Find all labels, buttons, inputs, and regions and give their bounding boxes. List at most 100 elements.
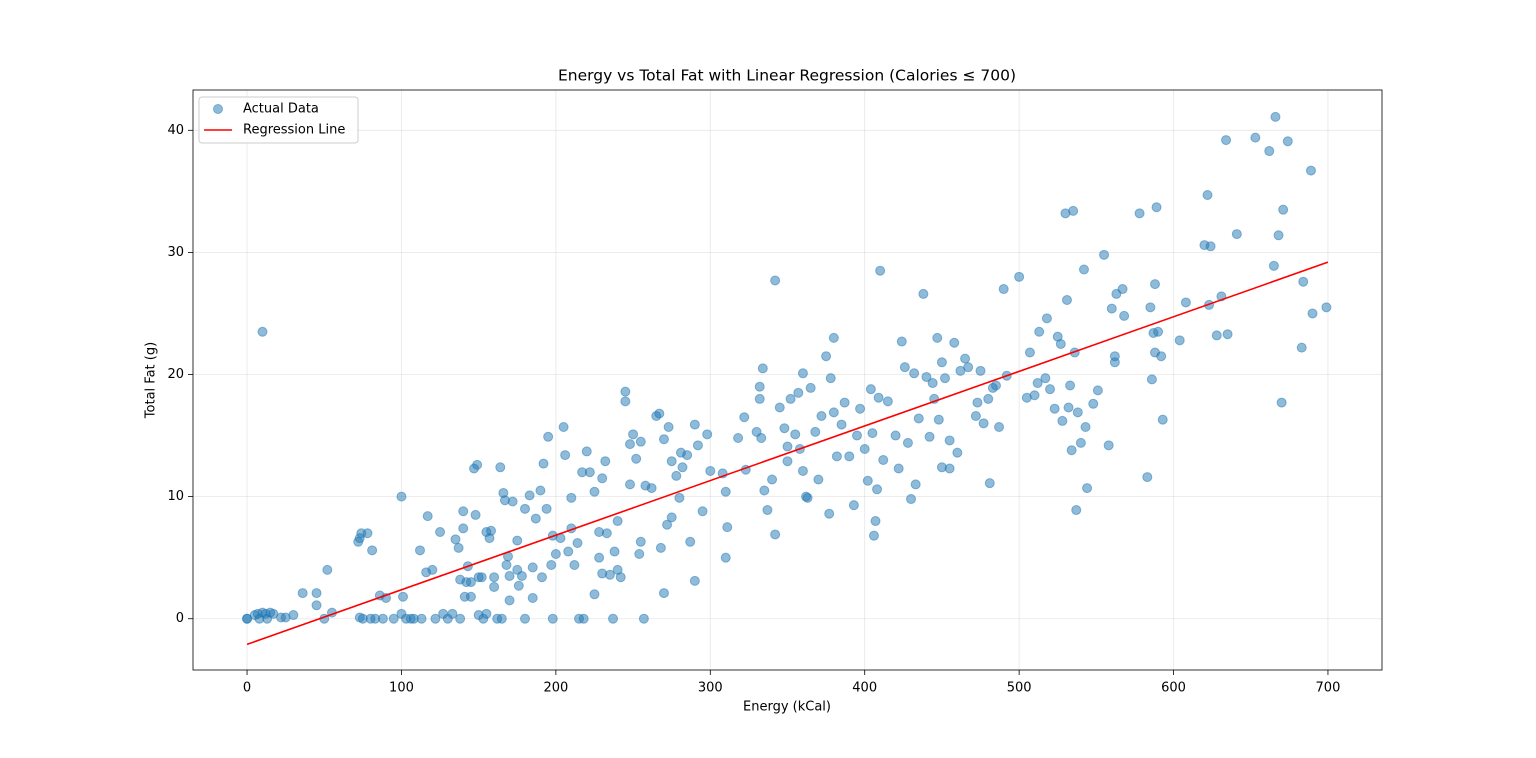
scatter-point [377,613,388,624]
scatter-point [536,572,547,583]
scatter-point [779,423,790,434]
scatter-point [658,588,669,599]
scatter-point [1211,330,1222,341]
scatter-point [311,588,322,599]
scatter-point [882,396,893,407]
scatter-point [963,362,974,373]
scatter-point [754,381,765,392]
scatter-point [913,413,924,424]
scatter-point [1268,260,1279,271]
scatter-point [504,595,515,606]
scatter-point [1278,204,1289,215]
scatter-point [589,486,600,497]
scatter-point [720,486,731,497]
scatter-point [944,463,955,474]
scatter-point [677,462,688,473]
scatter-point [609,546,620,557]
scatter-point [543,431,554,442]
scatter-point [978,418,989,429]
scatter-point [524,490,535,501]
scatter-point [990,380,1001,391]
scatter-point [770,275,781,286]
scatter-point [512,535,523,546]
scatter-point [1180,297,1191,308]
scatter-point [563,546,574,557]
scatter-point [1068,205,1079,216]
scatter-point [612,516,623,527]
scatter-point [489,572,500,583]
scatter-point [739,412,750,423]
scatter-point [465,591,476,602]
scatter-point [658,434,669,445]
scatter-point [638,613,649,624]
scatter-point [666,512,677,523]
scatter-point [416,613,427,624]
scatter-point [1082,483,1093,494]
scatter-point [851,430,862,441]
scatter-point [538,458,549,469]
scatter-point [899,362,910,373]
scatter-point [1276,397,1287,408]
scatter-point [705,465,716,476]
scatter-point [581,446,592,457]
scatter-point [790,429,801,440]
scatter-point [702,429,713,440]
scatter-point [767,474,778,485]
scatter-point [288,610,299,621]
scatter-point [601,528,612,539]
scatter-point [1296,342,1307,353]
scatter-point [994,422,1005,433]
scatter-point [362,528,373,539]
scatter-point [975,365,986,376]
x-tick-label: 500 [1007,681,1032,696]
scatter-point [1146,374,1157,385]
scatter-point [689,575,700,586]
scatter-point [810,426,821,437]
scatter-point [547,613,558,624]
scatter-point [1117,284,1128,295]
scatter-point [816,411,827,422]
x-tick-label: 0 [243,681,251,696]
scatter-point [516,570,527,581]
scatter-point [654,408,665,419]
scatter-point [628,429,639,440]
scatter-point [797,465,808,476]
scatter-point [1134,208,1145,219]
scatter-point [620,396,631,407]
scatter-point [828,407,839,418]
scatter-point [1145,302,1156,313]
scatter-point [821,351,832,362]
scatter-point [855,403,866,414]
scatter-point [1049,403,1060,414]
legend-label: Regression Line [243,123,345,138]
scatter-point [756,433,767,443]
scatter-point [984,478,995,489]
scatter-point [785,393,796,404]
scatter-point [1270,111,1281,122]
scatter-point [1075,437,1086,448]
scatter-point [1041,313,1052,324]
scatter-point [825,373,836,384]
scatter-point [1142,472,1153,483]
regression-line [246,261,1329,646]
scatter-point [311,600,322,611]
scatter-point [608,613,619,624]
scatter-point [455,613,466,624]
scatter-point [836,419,847,430]
scatter-point [481,608,492,619]
scatter-point [450,534,461,545]
scatter-point [546,559,557,570]
scatter-point [470,509,481,520]
scatter-point [1103,440,1114,451]
scatter-point [933,414,944,425]
scatter-point [569,559,580,570]
scatter-point [1321,302,1332,313]
scatter-point [1250,132,1261,143]
scatter-point [1034,326,1045,337]
scatter-point [1157,414,1168,425]
scatter-point [1066,445,1077,456]
scatter-point [558,422,569,433]
scatter-point [770,529,781,540]
scatter-point [831,451,842,462]
scatter-point [1109,357,1120,368]
